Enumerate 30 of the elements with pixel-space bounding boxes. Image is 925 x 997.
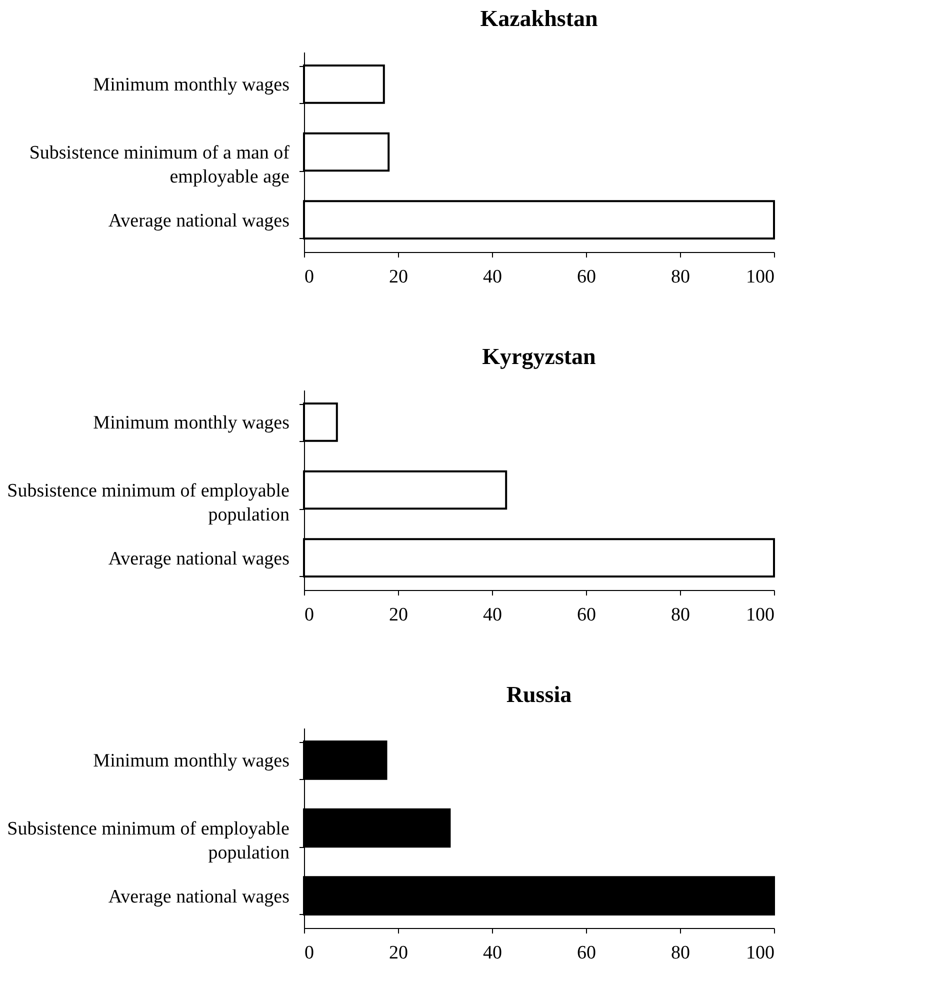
x-tick-label: 40 [483,266,502,288]
x-tick-label: 80 [671,266,690,288]
y-tick-label: Average national wages [108,886,290,908]
x-tick-label: 40 [483,604,502,626]
chart-title: Kazakhstan [480,6,598,31]
y-tick-label: Minimum monthly wages [93,750,290,772]
chart-title: Kyrgyzstan [482,344,596,370]
y-tick-label: Average national wages [108,210,290,232]
y-tick-label: Minimum monthly wages [93,412,290,434]
y-tick-label: Subsistence minimum of employable population [7,480,290,526]
x-tick-label: 20 [389,266,408,288]
x-tick-label: 60 [577,942,596,964]
y-tick-label: Subsistence minimum of employable population [7,818,290,864]
y-tick-label: Minimum monthly wages [93,74,290,96]
x-tick-label: 0 [304,604,314,626]
x-tick-label: 60 [577,604,596,626]
x-tick-label: 0 [304,942,314,964]
x-tick-label: 20 [389,604,408,626]
y-tick-label: Subsistence minimum of a man of employable age [29,142,290,188]
x-tick-label: 40 [483,942,502,964]
chart-title: Russia [506,682,572,707]
x-tick-label: 60 [577,266,596,288]
x-tick-label: 100 [746,942,774,964]
x-tick-label: 80 [671,942,690,964]
x-tick-label: 20 [389,942,408,964]
y-tick-label: Average national wages [108,548,290,570]
x-tick-label: 0 [304,266,314,288]
x-tick-label: 80 [671,604,690,626]
x-tick-label: 100 [746,266,774,288]
x-tick-label: 100 [746,604,774,626]
